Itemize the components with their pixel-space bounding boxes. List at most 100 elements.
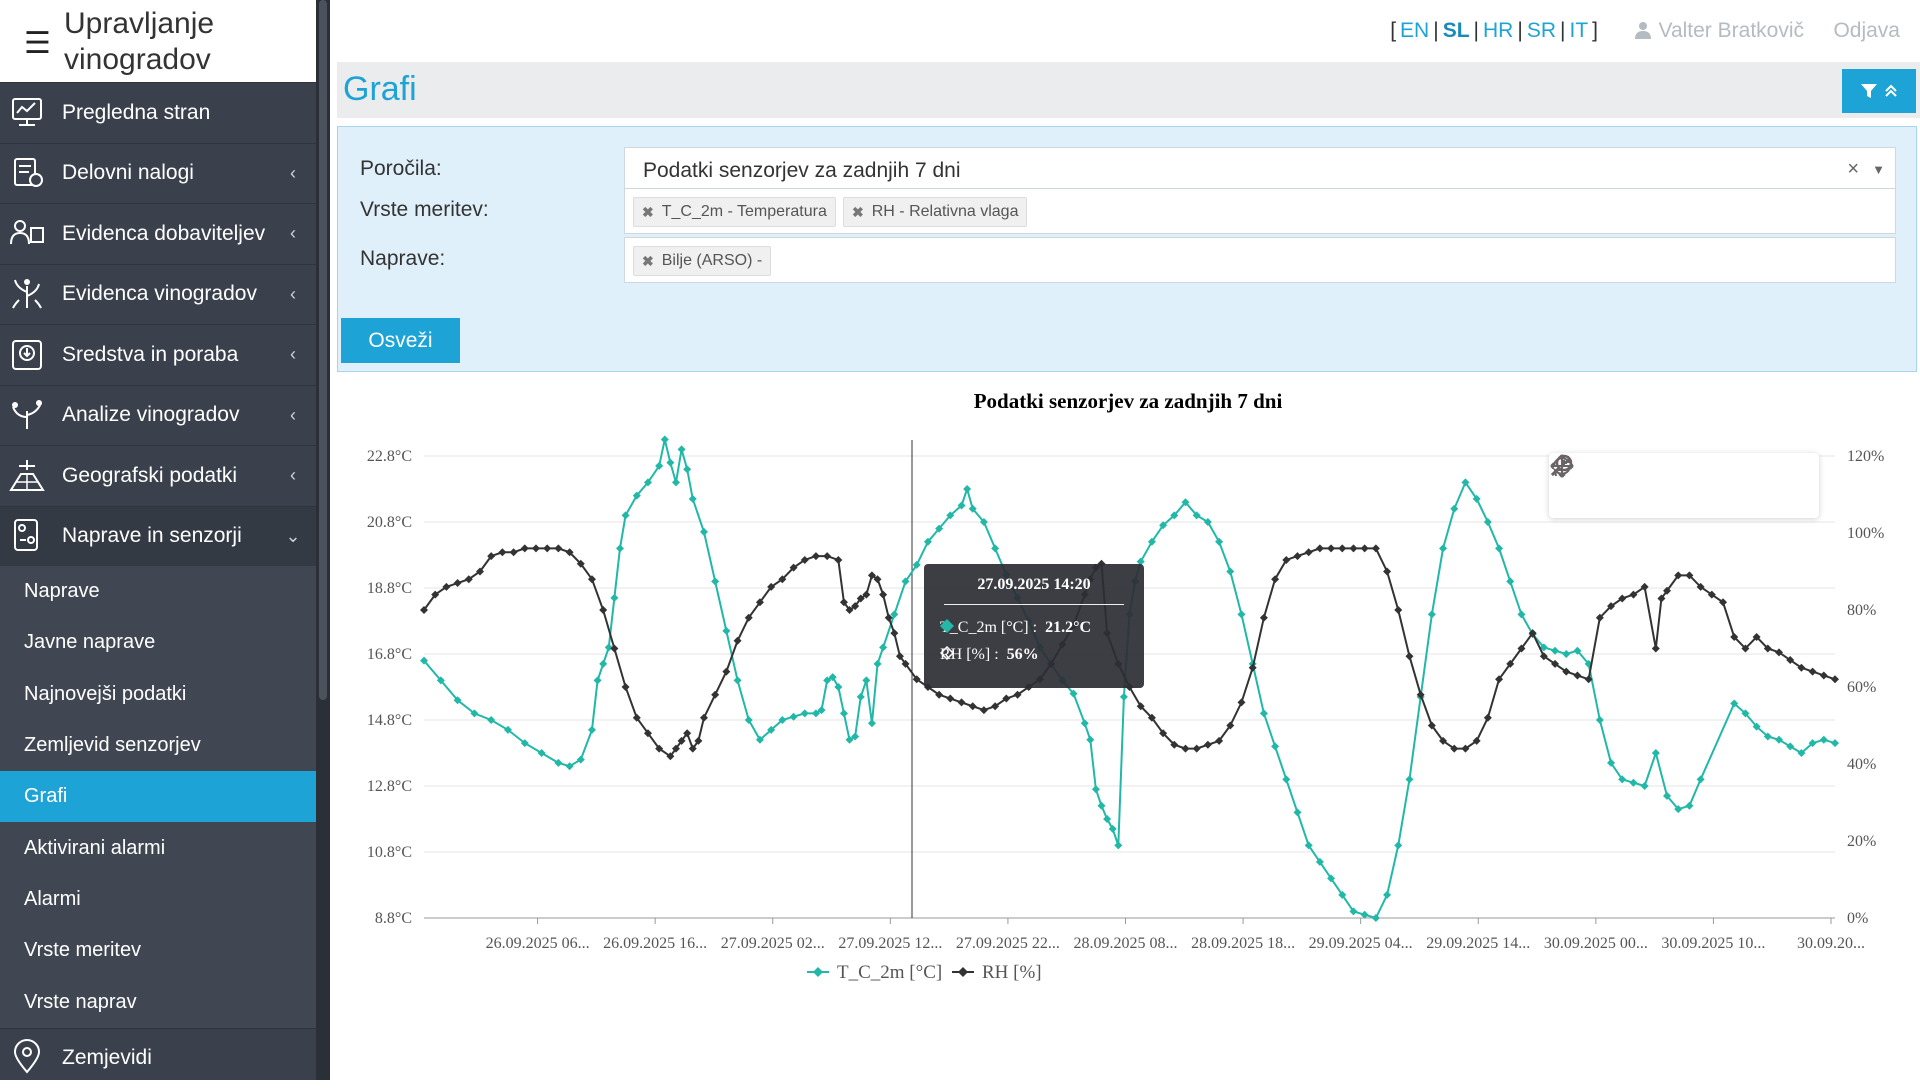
device-multiselect[interactable]: ✖ Bilje (ARSO) - xyxy=(624,237,1896,283)
legend-label[interactable]: RH [%] xyxy=(982,962,1042,983)
chevron-left-icon: ‹ xyxy=(290,404,296,425)
tooltip-row-temperature: T_C_2m [°C] : 21.2°C xyxy=(940,619,1091,637)
y-right-tick-label: 80% xyxy=(1847,602,1876,619)
data-point xyxy=(487,716,496,724)
y-right-tick-label: 0% xyxy=(1847,910,1868,927)
page-title-bar: Grafi xyxy=(337,62,1920,118)
zoom-in-icon[interactable] xyxy=(1551,455,1650,503)
data-point xyxy=(722,626,731,635)
chevron-left-icon: ‹ xyxy=(290,223,296,244)
data-point xyxy=(1663,791,1672,800)
data-point xyxy=(851,732,860,741)
selected-tag[interactable]: ✖ Bilje (ARSO) - xyxy=(633,246,772,276)
lang-hr[interactable]: HR xyxy=(1483,19,1514,42)
selected-tag[interactable]: ✖ RH - Relativna vlaga xyxy=(843,197,1028,227)
data-point xyxy=(834,555,843,564)
sidebar-subitem[interactable]: Najnovejši podatki xyxy=(24,682,187,705)
y-left-tick-label: 22.8°C xyxy=(367,448,412,465)
sidebar-scrollbar[interactable] xyxy=(316,0,330,1080)
data-point xyxy=(1506,659,1515,668)
remove-tag-icon[interactable]: ✖ xyxy=(642,252,654,269)
chevron-left-icon: ‹ xyxy=(290,283,296,304)
data-point xyxy=(884,613,893,622)
data-point xyxy=(912,560,921,569)
sidebar-item-zemjevidi[interactable]: Zemjevidi xyxy=(0,1027,316,1088)
data-point xyxy=(1618,594,1627,603)
sidebar-subitem[interactable]: Aktivirani alarmi xyxy=(24,836,166,859)
data-point xyxy=(1405,775,1414,784)
data-point xyxy=(655,461,664,470)
zoom-out-icon[interactable] xyxy=(1551,455,1701,503)
data-point xyxy=(1394,841,1403,850)
data-point xyxy=(895,652,904,661)
clear-icon[interactable]: × xyxy=(1847,158,1859,180)
pan-icon[interactable] xyxy=(1550,454,1752,503)
sidebar-item-delovni-nalogi[interactable]: Delovni nalogi ‹ xyxy=(0,142,316,204)
tooltip-value: 56% xyxy=(1006,646,1039,663)
sidebar-subitem[interactable]: Javne naprave xyxy=(24,631,156,654)
refresh-button[interactable]: Osveži xyxy=(341,318,460,363)
sidebar-item-sredstva-in-poraba[interactable]: Sredstva in poraba ‹ xyxy=(0,324,316,385)
report-select[interactable]: Podatki senzorjev za zadnjih 7 dni × ▼ xyxy=(624,147,1896,193)
tag-label: T_C_2m - Temperatura xyxy=(661,203,827,220)
data-point xyxy=(694,736,703,745)
data-point xyxy=(1237,698,1246,707)
data-point xyxy=(856,594,865,603)
reset-icon[interactable] xyxy=(1552,455,1803,503)
lang-it[interactable]: IT xyxy=(1569,19,1589,42)
remove-tag-icon[interactable]: ✖ xyxy=(852,203,864,220)
logout-link[interactable]: Odjava xyxy=(1833,19,1900,42)
remove-tag-icon[interactable]: ✖ xyxy=(642,203,654,220)
data-point xyxy=(420,606,428,614)
data-point xyxy=(683,465,692,474)
data-point xyxy=(1080,719,1089,728)
tooltip-row-humidity: RH [%] : 56% xyxy=(940,646,1039,664)
x-tick-label: 26.09.2025 06... xyxy=(486,935,590,952)
data-point xyxy=(1170,740,1179,749)
language-switcher: [EN | SL | HR | SR | IT] xyxy=(1390,19,1598,42)
data-point xyxy=(1315,544,1324,553)
sidebar-subitem[interactable]: Vrste naprav xyxy=(24,990,137,1013)
data-point xyxy=(1551,646,1560,655)
data-point xyxy=(1719,598,1728,607)
data-point xyxy=(957,698,966,707)
sidebar-item-analize-vinogradov[interactable]: Analize vinogradov ‹ xyxy=(0,384,316,446)
chevron-down-icon[interactable]: ▼ xyxy=(1872,162,1885,177)
data-point xyxy=(979,706,988,715)
chevron-left-icon: ‹ xyxy=(290,465,296,486)
line-chart[interactable]: Podatki senzorjev za zadnjih 7 dni 22.8°C… xyxy=(337,378,1920,998)
data-point xyxy=(520,739,529,748)
lang-sl[interactable]: SL xyxy=(1442,19,1470,42)
data-point xyxy=(1293,552,1302,561)
sidebar-item-naprave-in-senzorji[interactable]: Naprave in senzorji ⌄ xyxy=(0,505,316,566)
sidebar-item-evidenca-dobaviteljev[interactable]: Evidenca dobaviteljev ‹ xyxy=(0,203,316,264)
data-point xyxy=(923,537,932,546)
sidebar-item-evidenca-vinogradov[interactable]: Evidenca vinogradov ‹ xyxy=(0,263,316,325)
chevron-left-icon: ‹ xyxy=(290,162,296,183)
sidebar-subitem[interactable]: Vrste meritev xyxy=(24,939,142,962)
data-point xyxy=(1707,590,1716,599)
user-menu[interactable]: Valter Bratkovič xyxy=(1634,19,1804,43)
sidebar-item-geografski-podatki[interactable]: Geografski podatki ‹ xyxy=(0,445,316,506)
measure-multiselect[interactable]: ✖ T_C_2m - Temperatura ✖ RH - Relativna vla… xyxy=(624,188,1896,234)
sidebar-subitem[interactable]: Naprave xyxy=(24,580,100,603)
y-right-tick-label: 20% xyxy=(1847,833,1876,850)
lang-sr[interactable]: SR xyxy=(1526,19,1557,42)
sidebar-subitem[interactable]: Zemljevid senzorjev xyxy=(24,734,201,757)
tag-label: RH - Relativna vlaga xyxy=(871,203,1019,220)
data-point xyxy=(1472,736,1481,745)
diamond-icon xyxy=(940,619,954,633)
selected-tag[interactable]: ✖ T_C_2m - Temperatura xyxy=(633,197,836,227)
data-point xyxy=(711,577,720,586)
data-point xyxy=(1483,713,1492,722)
hamburger-menu-icon[interactable]: ☰ xyxy=(24,27,51,60)
suppliers-icon xyxy=(4,213,50,255)
sidebar-subitem[interactable]: Alarmi xyxy=(24,887,81,910)
legend-label[interactable]: T_C_2m [°C] xyxy=(837,962,942,983)
sidebar-item-pregledna-stran[interactable]: Pregledna stran xyxy=(0,82,316,143)
filter-toggle-button[interactable] xyxy=(1842,69,1916,113)
lang-en[interactable]: EN xyxy=(1400,19,1430,42)
data-point xyxy=(1170,511,1179,520)
sidebar-subitem[interactable]: Grafi xyxy=(0,771,316,823)
tag-label: Bilje (ARSO) - xyxy=(661,252,763,269)
